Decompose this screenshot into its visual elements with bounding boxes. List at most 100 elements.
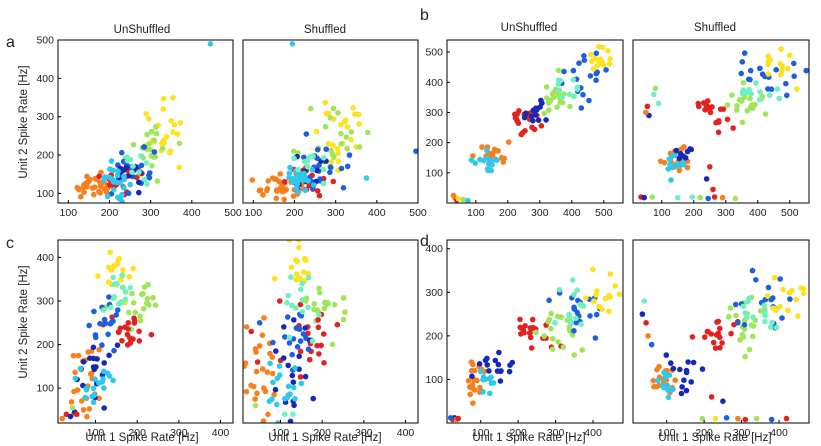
scatter-point — [535, 117, 542, 123]
scatter-point — [115, 168, 121, 174]
scatter-point — [523, 110, 529, 116]
scatter-point — [91, 392, 97, 399]
title-a-shuffled: Shuffled — [304, 24, 346, 36]
x-tick-label: 100 — [467, 207, 485, 219]
scatter-point — [352, 111, 358, 118]
y-tick-label: 100 — [36, 383, 54, 395]
scatter-point — [327, 169, 333, 176]
scatter-point — [276, 298, 283, 304]
scatter-point — [705, 195, 711, 202]
scatter-point — [316, 162, 322, 168]
y-tick-label: 500 — [425, 47, 443, 59]
scatter-point — [129, 169, 135, 175]
scatter-point — [207, 41, 214, 47]
scatter-point — [97, 190, 103, 196]
scatter-point — [80, 359, 87, 365]
scatter-point — [670, 365, 677, 372]
scatter-point — [320, 331, 327, 337]
scatter-point — [651, 91, 657, 98]
scatter-point — [684, 148, 691, 155]
scatter-point — [497, 378, 504, 384]
scatter-point — [96, 173, 102, 180]
scatter-point — [724, 102, 731, 108]
scatter-point — [735, 415, 741, 422]
scatter-point — [727, 305, 733, 311]
scatter-point — [248, 382, 254, 389]
scatter-point — [151, 154, 157, 160]
scatter-point — [739, 59, 746, 65]
scatter-point — [741, 322, 748, 328]
scatter-point — [533, 329, 539, 336]
scatter-point — [527, 334, 534, 341]
scatter-point — [470, 400, 476, 407]
x-tick-label: 100 — [472, 427, 490, 439]
scatter-point — [267, 350, 273, 357]
scatter-point — [549, 91, 556, 97]
scatter-point — [325, 110, 332, 117]
scatter-point — [785, 65, 791, 72]
scatter-point — [732, 301, 739, 308]
scatter-point — [744, 90, 750, 96]
x-tick-label: 200 — [286, 207, 304, 219]
scatter-point — [122, 289, 129, 295]
scatter-point — [160, 106, 167, 112]
scatter-point — [316, 351, 322, 357]
scatter-point — [739, 119, 746, 126]
scatter-point — [340, 295, 347, 301]
scatter-point — [550, 335, 556, 342]
x-tick-label: 400 — [212, 427, 230, 439]
scatter-point — [136, 328, 142, 335]
scatter-point — [140, 306, 147, 312]
scatter-point — [129, 290, 135, 297]
scatter-point — [295, 166, 301, 173]
scatter-point — [606, 308, 612, 315]
scatter-point — [338, 130, 344, 137]
points-d-unshuffled — [447, 266, 623, 423]
scatter-point — [299, 280, 306, 287]
scatter-point — [749, 333, 756, 340]
scatter-point — [314, 307, 321, 313]
scatter-point — [137, 317, 144, 324]
scatter-point — [290, 379, 297, 386]
scatter-point — [593, 50, 600, 57]
scatter-point — [290, 148, 297, 154]
x-tick-label: 100 — [87, 427, 105, 439]
scatter-point — [767, 57, 774, 63]
scatter-point — [286, 170, 293, 177]
scatter-point — [661, 369, 667, 376]
scatter-point — [594, 288, 600, 294]
scatter-point — [124, 157, 131, 164]
scatter-point — [253, 368, 260, 375]
scatter-point — [679, 384, 685, 390]
scatter-point — [167, 148, 174, 154]
scatter-point — [488, 380, 495, 387]
scatter-point — [779, 315, 785, 321]
scatter-point — [495, 361, 502, 368]
scatter-point — [546, 107, 552, 113]
scatter-point — [270, 339, 276, 346]
points-c-shuffled — [243, 240, 348, 423]
scatter-point — [665, 394, 672, 401]
scatter-point — [338, 165, 345, 172]
scatter-point — [643, 320, 649, 326]
scatter-point — [303, 131, 310, 137]
scatter-point — [74, 184, 81, 191]
x-tick-label: 200 — [128, 427, 146, 439]
scatter-point — [136, 179, 142, 186]
scatter-point — [742, 416, 749, 423]
scatter-point — [270, 379, 276, 386]
scatter-point — [323, 146, 330, 152]
scatter-point — [147, 170, 153, 176]
scatter-point — [286, 240, 293, 243]
scatter-point — [714, 319, 720, 325]
scatter-point — [587, 73, 594, 79]
scatter-point — [705, 328, 711, 335]
scatter-point — [768, 324, 774, 331]
scatter-point — [580, 91, 586, 98]
scatter-point — [730, 125, 736, 131]
scatter-point — [529, 124, 535, 131]
xlabel-c-shuffled: Unit 1 Spike Rate [Hz] — [268, 432, 381, 444]
scatter-point — [543, 84, 550, 90]
scatter-point — [101, 186, 108, 192]
